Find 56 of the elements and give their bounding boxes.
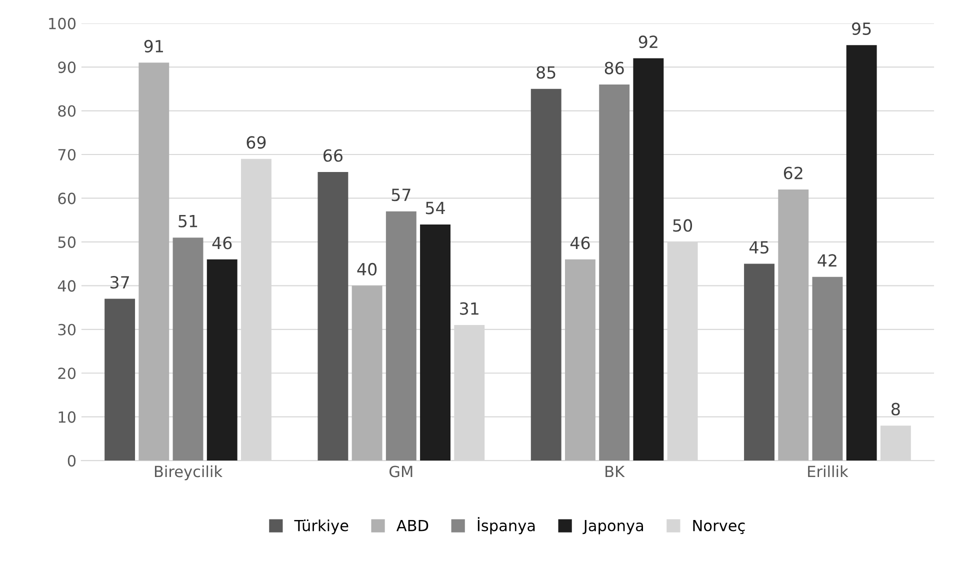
- bar: [564, 259, 596, 461]
- data-label: 50: [673, 219, 692, 232]
- x-tick-label: GM: [390, 466, 412, 478]
- bar: [206, 259, 238, 461]
- y-tick-label: 0: [68, 455, 76, 467]
- bar: [812, 276, 843, 461]
- y-tick-label: 80: [58, 105, 76, 117]
- legend-label: ABD: [396, 520, 428, 532]
- legend-label: İspanya: [478, 517, 535, 534]
- y-tick-label: 70: [58, 148, 76, 161]
- x-tick-label: Bireycilik: [154, 465, 223, 480]
- data-label: 57: [392, 188, 410, 202]
- bar: [352, 286, 382, 461]
- bar: [633, 58, 664, 461]
- data-label: 42: [818, 254, 836, 267]
- bar: [599, 84, 630, 461]
- x-tick-label: Erillik: [808, 465, 848, 478]
- data-label: 86: [604, 62, 624, 74]
- data-label: 31: [460, 302, 478, 315]
- bar: [744, 264, 774, 461]
- data-label: 45: [749, 241, 768, 254]
- data-label: 62: [784, 166, 802, 180]
- data-label: 8: [892, 402, 900, 416]
- data-label: 54: [426, 202, 445, 214]
- y-tick-label: 50: [58, 236, 76, 248]
- data-label: 40: [357, 262, 377, 276]
- legend-label: Norveç: [693, 520, 745, 534]
- legend-label: Türkiye: [294, 519, 348, 534]
- bar: [104, 298, 136, 461]
- bar: [778, 189, 809, 461]
- data-label: 37: [110, 276, 129, 289]
- y-tick-label: 40: [58, 280, 76, 292]
- bar: [318, 172, 348, 461]
- bar: [386, 211, 416, 461]
- bar: [530, 88, 562, 461]
- bar: [420, 224, 450, 461]
- data-label: 69: [246, 136, 266, 149]
- data-label: 92: [638, 36, 658, 48]
- x-tick-label: BK: [606, 466, 625, 478]
- data-label: 46: [570, 236, 590, 250]
- legend-label: Japonya: [582, 520, 644, 534]
- y-tick-label: 90: [58, 62, 76, 74]
- data-label: 95: [852, 22, 871, 36]
- data-label: 66: [324, 149, 343, 162]
- bar: [846, 45, 877, 461]
- y-tick-label: 30: [58, 324, 76, 336]
- bar: [138, 62, 170, 461]
- y-tick-label: 10: [58, 411, 76, 423]
- data-label: 46: [212, 236, 232, 250]
- y-tick-label: 100: [49, 18, 76, 30]
- y-tick-label: 60: [58, 192, 76, 204]
- data-label: 91: [144, 40, 163, 52]
- bar: [172, 238, 204, 461]
- data-label: 85: [536, 66, 556, 79]
- y-tick-label: 20: [58, 368, 76, 380]
- data-label: 51: [178, 215, 198, 228]
